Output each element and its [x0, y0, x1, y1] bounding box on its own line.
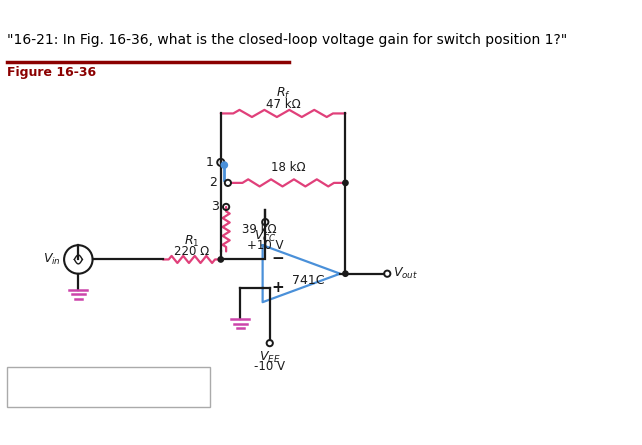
Text: Figure 16-36: Figure 16-36 — [7, 66, 96, 79]
Circle shape — [218, 257, 223, 262]
Text: +: + — [272, 279, 284, 295]
Text: 2: 2 — [209, 176, 217, 190]
Text: $R_1$: $R_1$ — [184, 234, 200, 249]
Text: 220 Ω: 220 Ω — [174, 245, 209, 258]
Circle shape — [343, 180, 348, 186]
Text: $V_{EE}$: $V_{EE}$ — [259, 350, 281, 365]
Text: -10 V: -10 V — [254, 360, 285, 373]
Text: −: − — [272, 251, 284, 266]
Text: $R_f$: $R_f$ — [275, 86, 291, 101]
Text: +10 V: +10 V — [247, 239, 284, 252]
Text: 3: 3 — [211, 200, 219, 214]
Text: 39 kΩ: 39 kΩ — [242, 222, 277, 236]
FancyBboxPatch shape — [7, 367, 210, 407]
Text: 18 kΩ: 18 kΩ — [271, 161, 306, 174]
Text: $V_{in}$: $V_{in}$ — [44, 252, 62, 267]
Text: $V_{CC}$: $V_{CC}$ — [254, 229, 277, 244]
Text: 741C: 741C — [292, 274, 325, 287]
Text: "16-21: In Fig. 16-36, what is the closed-loop voltage gain for switch position : "16-21: In Fig. 16-36, what is the close… — [7, 33, 568, 47]
Text: 47 kΩ: 47 kΩ — [266, 98, 300, 111]
Circle shape — [221, 162, 227, 168]
Circle shape — [343, 271, 348, 276]
Text: $V_{out}$: $V_{out}$ — [393, 266, 418, 281]
Text: 1: 1 — [206, 156, 214, 169]
